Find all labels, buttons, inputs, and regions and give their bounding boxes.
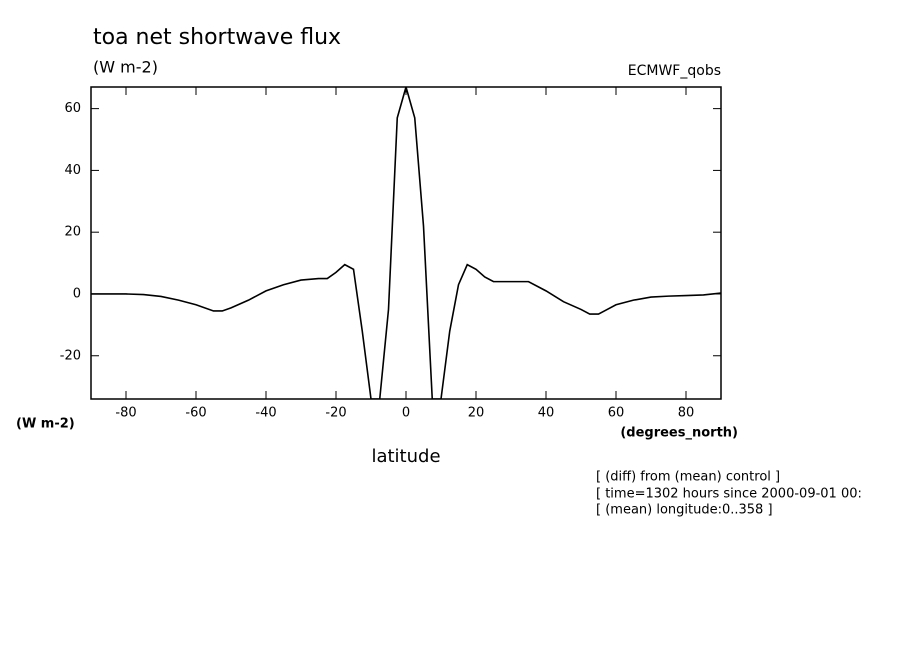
- x-tick-label: 0: [402, 406, 410, 421]
- y-tick-label: -20: [60, 348, 81, 363]
- units-label: (W m-2): [93, 58, 158, 77]
- y-axis-label: (W m-2): [16, 417, 75, 432]
- chart-title: toa net shortwave flux: [93, 25, 341, 50]
- x-tick-label: -60: [185, 406, 206, 421]
- y-tick-label: 60: [64, 101, 81, 116]
- x-tick-label: -40: [255, 406, 276, 421]
- y-tick-label: 40: [64, 163, 81, 178]
- x-tick-label: 60: [608, 406, 625, 421]
- data-line: [91, 87, 721, 399]
- dataset-label: ECMWF_qobs: [628, 63, 721, 79]
- x-tick-label: 80: [678, 406, 695, 421]
- x-tick-label: 20: [468, 406, 485, 421]
- y-tick-label: 0: [73, 286, 81, 301]
- x-axis-label: latitude: [371, 446, 440, 467]
- x-tick-label: -20: [325, 406, 346, 421]
- note: [ time=1302 hours since 2000-09-01 00:: [596, 487, 862, 502]
- x-tick-label: -80: [115, 406, 136, 421]
- x-units-label: (degrees_north): [620, 426, 738, 441]
- note: [ (diff) from (mean) control ]: [596, 470, 780, 485]
- y-tick-label: 20: [64, 225, 81, 240]
- note: [ (mean) longitude:0..358 ]: [596, 503, 773, 518]
- x-tick-label: 40: [538, 406, 555, 421]
- plot-frame: [90, 86, 722, 400]
